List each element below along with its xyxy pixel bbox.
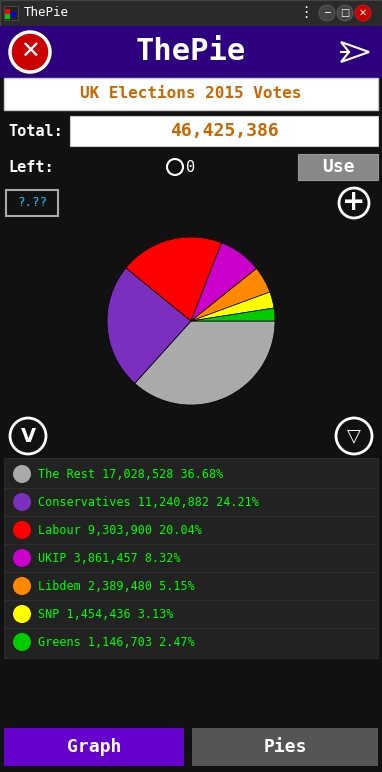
Text: V: V — [21, 426, 36, 445]
FancyBboxPatch shape — [4, 458, 378, 658]
Circle shape — [339, 188, 369, 218]
Wedge shape — [135, 321, 275, 405]
Text: +: + — [342, 188, 366, 216]
FancyBboxPatch shape — [298, 154, 378, 180]
Wedge shape — [191, 242, 257, 321]
Circle shape — [13, 577, 31, 595]
Text: Graph: Graph — [67, 738, 121, 756]
FancyBboxPatch shape — [6, 190, 58, 216]
Circle shape — [10, 418, 46, 454]
Bar — [5, 14, 10, 19]
Wedge shape — [107, 268, 191, 384]
Circle shape — [337, 5, 353, 21]
Text: ThePie: ThePie — [24, 6, 69, 19]
Text: ⋮: ⋮ — [298, 5, 314, 19]
Wedge shape — [191, 308, 275, 321]
FancyBboxPatch shape — [4, 728, 184, 766]
Text: Greens 1,146,703 2.47%: Greens 1,146,703 2.47% — [38, 635, 195, 648]
FancyBboxPatch shape — [192, 728, 378, 766]
Text: SNP 1,454,436 3.13%: SNP 1,454,436 3.13% — [38, 608, 173, 621]
Text: UK Elections 2015 Votes: UK Elections 2015 Votes — [80, 86, 302, 101]
Text: Libdem 2,389,480 5.15%: Libdem 2,389,480 5.15% — [38, 580, 195, 592]
FancyBboxPatch shape — [0, 0, 382, 26]
Circle shape — [336, 418, 372, 454]
Text: Left:: Left: — [8, 160, 53, 174]
Text: Total:: Total: — [8, 124, 63, 138]
Text: 46,425,386: 46,425,386 — [170, 122, 278, 140]
Text: Labour 9,303,900 20.04%: Labour 9,303,900 20.04% — [38, 523, 202, 537]
Text: Use: Use — [322, 158, 354, 176]
Wedge shape — [126, 237, 222, 321]
FancyBboxPatch shape — [0, 26, 382, 78]
Circle shape — [10, 32, 50, 72]
Text: ✕: ✕ — [20, 40, 40, 64]
FancyBboxPatch shape — [70, 116, 378, 146]
Bar — [5, 9, 10, 14]
Text: ?.??: ?.?? — [17, 197, 47, 209]
Circle shape — [13, 493, 31, 511]
Text: 0: 0 — [186, 160, 196, 174]
Circle shape — [13, 521, 31, 539]
Text: ThePie: ThePie — [136, 38, 246, 66]
Text: UKIP 3,861,457 8.32%: UKIP 3,861,457 8.32% — [38, 551, 181, 564]
Text: ▽: ▽ — [347, 427, 361, 445]
Circle shape — [319, 5, 335, 21]
FancyBboxPatch shape — [4, 78, 378, 110]
Circle shape — [13, 465, 31, 483]
Text: Pies: Pies — [263, 738, 307, 756]
Wedge shape — [191, 292, 274, 321]
Wedge shape — [191, 269, 270, 321]
Circle shape — [13, 605, 31, 623]
Text: □: □ — [340, 8, 350, 18]
Circle shape — [355, 5, 371, 21]
Text: ✕: ✕ — [359, 8, 367, 18]
Text: The Rest 17,028,528 36.68%: The Rest 17,028,528 36.68% — [38, 468, 223, 480]
Circle shape — [13, 633, 31, 651]
Circle shape — [13, 549, 31, 567]
Bar — [11, 12, 16, 17]
Text: Conservatives 11,240,882 24.21%: Conservatives 11,240,882 24.21% — [38, 496, 259, 509]
Text: ─: ─ — [324, 8, 330, 18]
FancyBboxPatch shape — [4, 6, 18, 20]
